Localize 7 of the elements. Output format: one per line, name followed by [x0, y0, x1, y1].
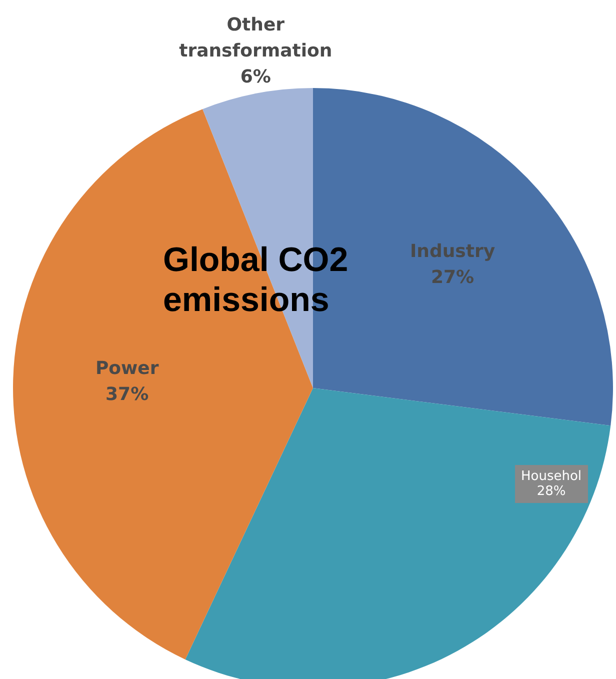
data-label: 27% [430, 266, 474, 288]
data-label: 6% [240, 66, 271, 88]
slice-label: Industry [410, 240, 496, 262]
data-label: 37% [106, 384, 149, 406]
text: Househol 28% [515, 465, 588, 503]
slice-label: Other transformation [179, 14, 332, 62]
slice-label: Power [95, 358, 159, 380]
